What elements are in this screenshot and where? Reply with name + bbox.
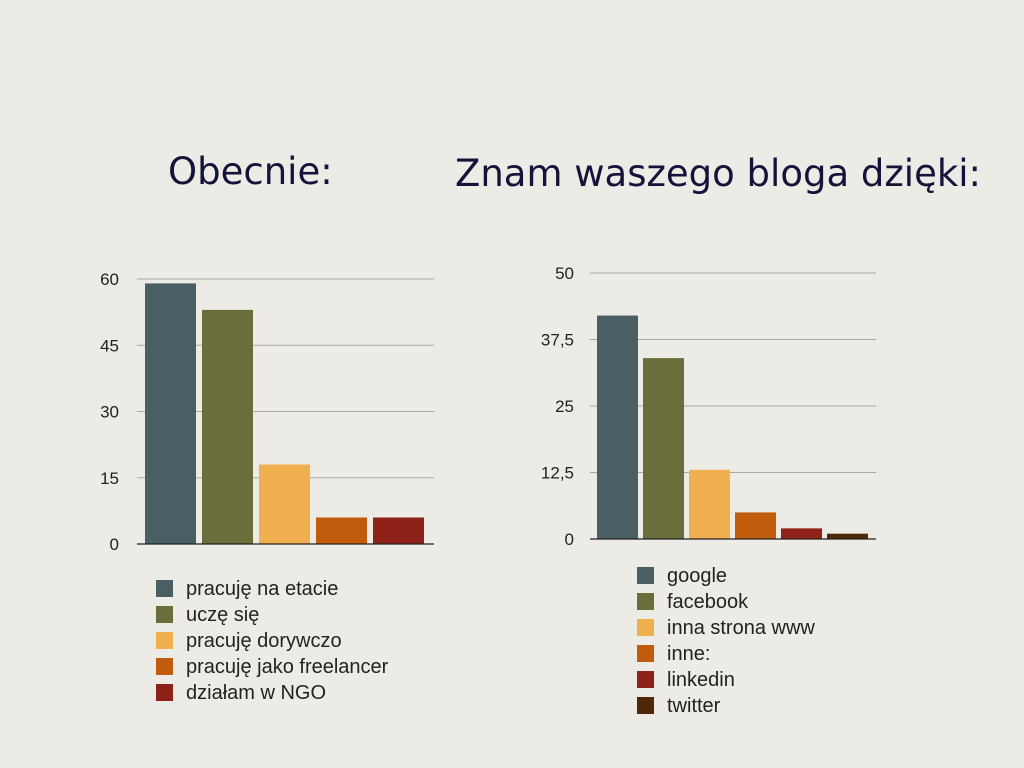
bar xyxy=(259,464,310,544)
bar xyxy=(735,512,776,539)
bar xyxy=(827,533,868,539)
y-tick-label: 0 xyxy=(110,535,119,554)
y-tick-label: 0 xyxy=(565,530,574,549)
y-tick-label: 45 xyxy=(100,336,119,355)
legend-swatch xyxy=(637,697,654,714)
legend-swatch xyxy=(637,671,654,688)
legend-swatch xyxy=(156,606,173,623)
bar xyxy=(316,517,367,544)
chart-title-left: Obecnie: xyxy=(168,150,333,193)
y-tick-label: 30 xyxy=(100,403,119,422)
legend-label: uczę się xyxy=(186,604,259,626)
legend-label: pracuję jako freelancer xyxy=(186,656,389,678)
legend-swatch xyxy=(637,619,654,636)
y-tick-label: 50 xyxy=(555,264,574,283)
legend-label: inna strona www xyxy=(667,617,815,639)
legend-swatch xyxy=(637,593,654,610)
bar xyxy=(597,315,638,539)
y-tick-label: 37,5 xyxy=(541,331,574,350)
legend-label: działam w NGO xyxy=(186,682,326,704)
legend-label: google xyxy=(667,565,727,587)
legend-swatch xyxy=(156,580,173,597)
bar xyxy=(689,469,730,539)
legend-label: twitter xyxy=(667,695,721,717)
legend-swatch xyxy=(637,567,654,584)
legend-label: pracuję dorywczo xyxy=(186,630,342,652)
y-tick-label: 60 xyxy=(100,270,119,289)
bar xyxy=(643,358,684,539)
y-tick-label: 15 xyxy=(100,469,119,488)
legend-label: linkedin xyxy=(667,669,735,691)
legend-swatch xyxy=(156,632,173,649)
bar xyxy=(373,517,424,544)
legend-label: facebook xyxy=(667,591,749,613)
legend-swatch xyxy=(156,684,173,701)
chart-title-right: Znam waszego bloga dzięki: xyxy=(455,152,982,195)
bar xyxy=(202,309,253,544)
bar xyxy=(145,283,196,544)
bar xyxy=(781,528,822,539)
y-tick-label: 12,5 xyxy=(541,464,574,483)
legend-label: inne: xyxy=(667,643,710,665)
legend-swatch xyxy=(637,645,654,662)
legend-swatch xyxy=(156,658,173,675)
y-tick-label: 25 xyxy=(555,397,574,416)
legend-label: pracuję na etacie xyxy=(186,578,338,600)
